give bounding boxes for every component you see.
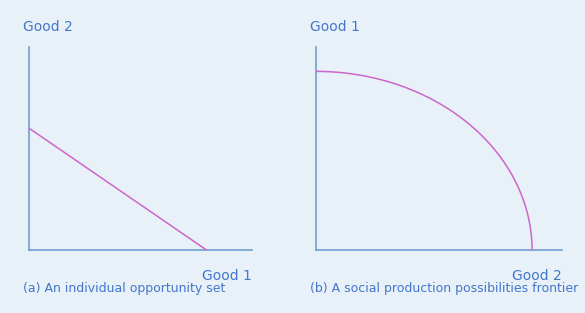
Text: Good 1: Good 1 xyxy=(310,20,360,34)
Text: (a) An individual opportunity set: (a) An individual opportunity set xyxy=(23,282,226,295)
Text: Good 2: Good 2 xyxy=(23,20,73,34)
Text: Good 1: Good 1 xyxy=(202,269,252,283)
Text: Good 2: Good 2 xyxy=(512,269,562,283)
Text: (b) A social production possibilities frontier: (b) A social production possibilities fr… xyxy=(310,282,579,295)
